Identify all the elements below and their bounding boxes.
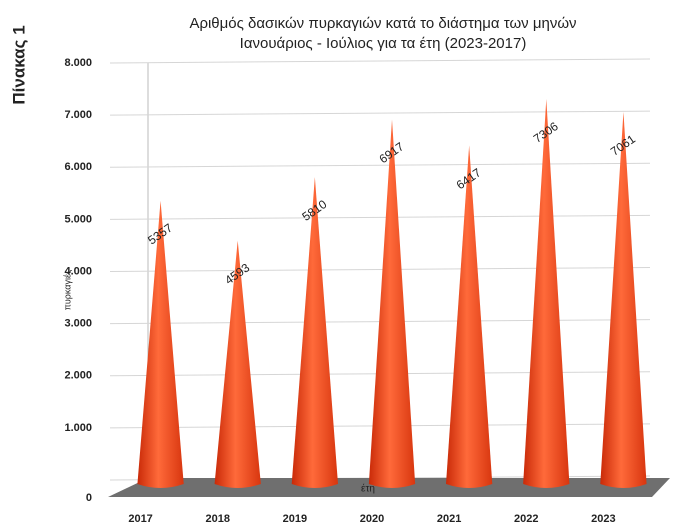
chart-title: Ιανουάριος - Ιούλιος για τα έτη (2023-20…	[240, 35, 527, 52]
x-tick-label: 2020	[360, 513, 384, 525]
grid-line	[109, 110, 651, 116]
grid-line	[109, 267, 651, 272]
y-tick-label: 0	[86, 492, 92, 504]
cone	[600, 111, 647, 488]
x-tick-label: 2021	[437, 513, 461, 525]
chart-title: Αριθμός δασικών πυρκαγιών κατά το διάστη…	[189, 15, 576, 32]
cone	[446, 145, 493, 489]
cone	[214, 240, 261, 488]
y-tick-label: 5.000	[64, 213, 92, 225]
grid-line	[109, 214, 651, 220]
cone	[368, 119, 416, 488]
x-tick-label: 2022	[514, 513, 538, 525]
cone	[291, 177, 338, 488]
y-tick-label: 8.000	[64, 57, 92, 69]
grid-line	[109, 58, 651, 64]
cone	[137, 200, 184, 489]
x-tick-label: 2019	[283, 513, 307, 525]
y-tick-label: 4.000	[64, 265, 92, 277]
x-axis-label: έτη	[361, 483, 375, 495]
y-tick-label: 3.000	[64, 318, 92, 330]
x-tick-label: 2017	[128, 513, 152, 525]
y-tick-label: 1.000	[64, 422, 92, 434]
x-tick-label: 2018	[205, 513, 229, 525]
side-label: Πίνακας 1	[9, 25, 28, 104]
y-tick-label: 2.000	[64, 370, 92, 382]
y-axis-label: πυρκαγιές	[62, 269, 72, 310]
y-tick-label: 7.000	[64, 109, 92, 121]
grid-line	[109, 162, 651, 168]
x-tick-label: 2023	[591, 513, 615, 525]
y-tick-label: 6.000	[64, 161, 92, 173]
cone	[523, 99, 570, 489]
